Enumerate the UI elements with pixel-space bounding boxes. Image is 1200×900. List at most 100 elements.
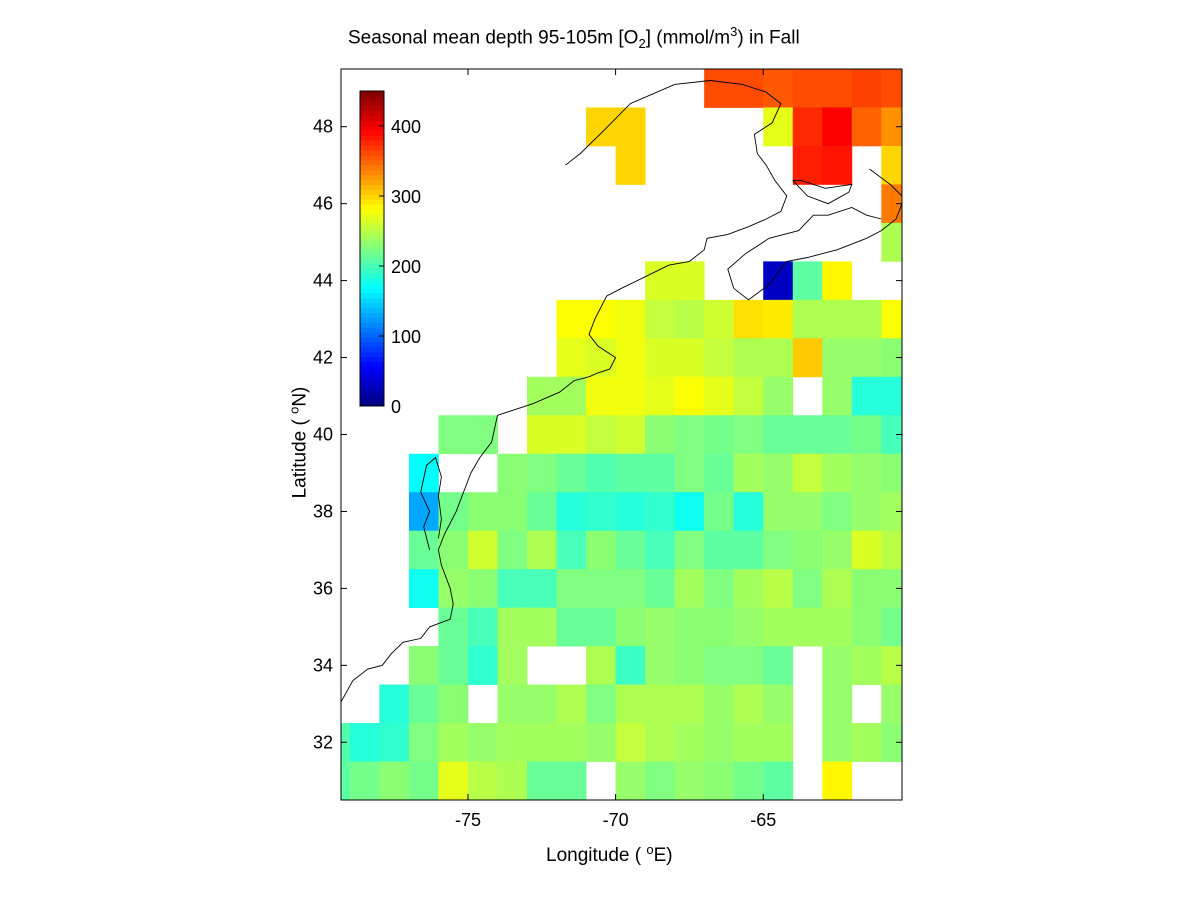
heatmap-cell [645, 569, 676, 609]
colorbar-swatch [360, 159, 384, 166]
heatmap-cell [704, 684, 735, 724]
heatmap-cell [881, 69, 902, 108]
heatmap-cell [733, 453, 764, 493]
heatmap-cell [408, 453, 439, 493]
colorbar-swatch [360, 381, 384, 387]
heatmap-cell [704, 453, 735, 493]
colorbar-swatch [360, 361, 384, 368]
heatmap-cell [851, 415, 882, 455]
colorbar-swatch [360, 391, 384, 397]
heatmap-cell [645, 453, 676, 493]
colorbar-tick-label: 400 [391, 117, 421, 137]
heatmap-cell [822, 453, 853, 493]
heatmap-cell [881, 530, 902, 570]
heatmap-cell [586, 607, 616, 647]
heatmap-cell [674, 530, 705, 570]
heatmap-cell [704, 761, 735, 800]
heatmap-cell [408, 569, 439, 609]
colorbar: 0 100 200 300 400 [357, 88, 437, 417]
colorbar-swatch [360, 110, 384, 117]
heatmap-cell [763, 107, 794, 147]
heatmap-cell [586, 376, 616, 416]
colorbar-swatch [360, 317, 384, 323]
heatmap-cell [497, 453, 528, 493]
heatmap-cell [556, 569, 587, 609]
heatmap-cell [645, 530, 676, 570]
heatmap-cell [733, 684, 764, 724]
heatmap-cell [467, 723, 498, 762]
heatmap-cell [822, 569, 853, 609]
title-superscript: 3 [730, 24, 738, 39]
heatmap-cell [792, 261, 823, 301]
heatmap-cell [822, 299, 853, 339]
heatmap-cells [341, 69, 902, 839]
heatmap-cell [615, 492, 646, 532]
heatmap-cell [851, 299, 882, 339]
x-tick-label: -65 [750, 810, 776, 830]
heatmap-cell [881, 299, 902, 339]
heatmap-cell [497, 761, 528, 800]
heatmap-cell [438, 607, 469, 647]
colorbar-swatch [360, 179, 384, 186]
colorbar-swatch [360, 302, 384, 309]
colorbar-swatch [360, 332, 384, 338]
title-suffix: ) in Fall [737, 27, 800, 49]
heatmap-cell [881, 569, 902, 609]
ylabel-suffix: N) [289, 386, 311, 407]
heatmap-cell [467, 646, 498, 685]
heatmap-cell [615, 376, 646, 416]
ylabel-prefix: Latitude ( [289, 413, 311, 499]
heatmap-cell [615, 607, 646, 647]
colorbar-swatch [360, 164, 384, 171]
coastline-path [792, 180, 853, 205]
heatmap-cell [792, 607, 823, 647]
colorbar-swatch [360, 174, 384, 181]
x-tick-label: -70 [603, 810, 629, 830]
heatmap-cell [851, 569, 882, 609]
heatmap-cell [674, 415, 705, 455]
heatmap-cell [645, 376, 676, 416]
heatmap-cell [792, 299, 823, 339]
heatmap-cell [645, 415, 676, 455]
heatmap-cell [556, 530, 587, 570]
colorbar-swatch [360, 135, 384, 141]
heatmap-cell [527, 684, 557, 724]
colorbar-swatch [360, 386, 384, 392]
heatmap-cell [341, 761, 351, 800]
heatmap-cell [733, 530, 764, 570]
heatmap-cell [793, 800, 823, 839]
colorbar-swatch [360, 184, 384, 190]
colorbar-swatch [360, 214, 384, 220]
heatmap-cell [467, 761, 498, 800]
heatmap-cell [822, 761, 853, 800]
heatmap-cell [881, 338, 902, 378]
heatmap-cell [379, 684, 410, 724]
heatmap-cell [881, 376, 902, 416]
heatmap-cell [851, 107, 882, 147]
colorbar-swatch [360, 223, 384, 230]
heatmap-cell [438, 415, 469, 455]
heatmap-cell [792, 530, 823, 570]
heatmap-cell [881, 415, 902, 455]
heatmap-cell [763, 569, 794, 609]
heatmap-cell [792, 415, 823, 455]
heatmap-cell [822, 646, 853, 685]
colorbar-tick-label: 100 [391, 327, 421, 347]
heatmap-cell [704, 723, 735, 762]
coastline-path [341, 80, 788, 703]
heatmap-cell [586, 299, 616, 339]
heatmap-cell [438, 492, 469, 532]
heatmap-cell [556, 492, 587, 532]
heatmap-cell [763, 492, 794, 532]
heatmap-cell [674, 453, 705, 493]
colorbar-swatch [360, 356, 384, 363]
colorbar-swatch [360, 287, 384, 294]
colorbar-swatch [360, 169, 384, 176]
heatmap-cell [675, 800, 705, 839]
heatmap-cell [851, 530, 882, 570]
heatmap-cell [704, 569, 735, 609]
heatmap-cell [674, 338, 705, 378]
heatmap-cell [438, 684, 469, 724]
heatmap-cell [763, 723, 794, 762]
heatmap-cell [763, 761, 794, 800]
